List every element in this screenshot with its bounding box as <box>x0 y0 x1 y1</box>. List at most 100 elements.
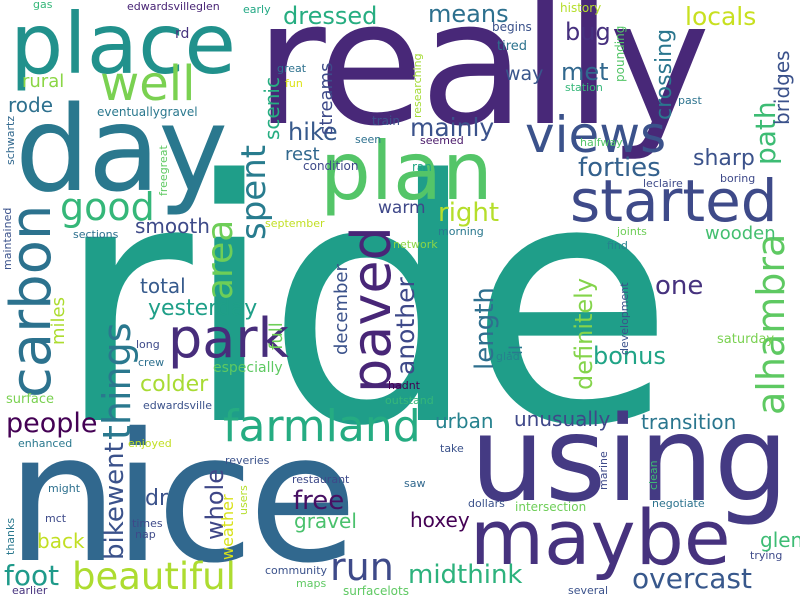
word-bikewent: bikewent <box>100 442 130 560</box>
word-especially: especially <box>213 360 283 376</box>
word-midthink: midthink <box>408 560 523 590</box>
word-negotiate: negotiate <box>652 497 705 510</box>
word-nice: nice <box>6 395 358 600</box>
word-surfacelots: surfacelots <box>343 584 409 598</box>
word-rode: rode <box>8 93 54 117</box>
word-people: people <box>6 408 98 439</box>
word-forties: forties <box>578 153 661 183</box>
word-started: started <box>570 167 778 235</box>
word-glad: glad <box>496 350 520 363</box>
word-warm: warm <box>378 198 426 218</box>
word-smooth: smooth <box>135 214 210 238</box>
word-restaurant: restaurant <box>292 473 350 486</box>
word-great: great <box>277 62 307 75</box>
word-edwardsvilleglen: edwardsvilleglen <box>127 0 220 13</box>
word-transition: transition <box>641 410 737 434</box>
word-joints: joints <box>617 225 647 238</box>
word-tired: tired <box>497 39 528 54</box>
word-way: way <box>505 63 544 85</box>
word-back: back <box>37 529 85 553</box>
word-seemed: seemed <box>420 134 464 147</box>
word-another: another <box>391 277 420 375</box>
word-edwardsville: edwardsville <box>143 399 212 412</box>
word-morning: morning <box>438 225 484 238</box>
word-colder: colder <box>140 372 209 397</box>
word-full: full <box>266 322 287 350</box>
word-urban: urban <box>435 409 494 433</box>
word-development: development <box>618 282 631 355</box>
word-eventuallygravel: eventuallygravel <box>97 105 198 119</box>
word-hadnt: hadnt <box>388 379 420 392</box>
word-surface: surface <box>6 392 55 407</box>
word-ride: ride <box>55 110 675 500</box>
word-halfway: halfway <box>580 136 623 149</box>
word-users: users <box>237 485 250 515</box>
word-mainly: mainly <box>410 113 495 142</box>
word-bonus: bonus <box>593 342 666 370</box>
word-locals: locals <box>685 2 757 31</box>
word-begins: begins <box>492 20 532 34</box>
word-marine: marine <box>597 451 610 490</box>
word-intersection: intersection <box>515 500 587 514</box>
word-dr: dr <box>145 486 169 511</box>
word-researching: researching <box>411 53 424 118</box>
word-beautiful: beautiful <box>72 555 236 598</box>
word-using: using <box>470 390 789 528</box>
word-enhanced: enhanced <box>18 437 73 450</box>
word-earlier: earlier <box>12 584 48 597</box>
word-maintained: maintained <box>1 207 14 270</box>
word-clean: clean <box>647 460 660 490</box>
word-might: might <box>48 482 81 495</box>
word-day: day <box>15 80 228 218</box>
word-maps: maps <box>296 577 327 590</box>
word-one: one <box>655 271 704 301</box>
word-total: total <box>140 274 186 298</box>
word-history: history <box>560 1 602 15</box>
word-sharp: sharp <box>693 146 755 171</box>
word-place: place <box>10 0 236 93</box>
word-hike: hike <box>288 118 338 146</box>
word-trying: trying <box>750 549 783 562</box>
word-gravel: gravel <box>294 509 357 533</box>
word-crew: crew <box>138 356 165 369</box>
word-long: long <box>136 338 160 351</box>
word-yesterday: yesterday <box>148 296 258 321</box>
word-rural: rural <box>22 71 65 92</box>
word-dollars: dollars <box>468 497 505 510</box>
word-september: september <box>265 217 325 230</box>
word-really: really <box>255 0 711 164</box>
word-things: things <box>95 322 139 440</box>
word-nap: nap <box>135 528 156 541</box>
word-train: train <box>372 114 400 128</box>
word-scenic: scenic <box>260 77 284 140</box>
word-met: met <box>561 58 609 86</box>
word-several: several <box>568 584 609 597</box>
word-foot: foot <box>4 559 60 592</box>
word-fun: fun <box>285 77 303 90</box>
word-outstand: outstand <box>385 394 434 407</box>
word-free: free <box>293 486 345 516</box>
word-ran: ran <box>412 160 432 174</box>
word-seen: seen <box>355 133 382 146</box>
word-streams: streams <box>316 62 337 135</box>
word-boring: boring <box>720 172 756 185</box>
word-find: find <box>607 239 628 252</box>
word-hoxey: hoxey <box>410 508 470 532</box>
word-bug: bug <box>565 18 611 46</box>
word-december: december <box>331 264 352 355</box>
word-sections: sections <box>73 228 119 241</box>
word-network: network <box>393 238 438 251</box>
word-views: views <box>525 106 667 164</box>
word-saw: saw <box>404 477 426 490</box>
word-saturday: saturday <box>717 332 775 347</box>
word-right: right <box>438 198 500 228</box>
word-condition: condition <box>303 159 359 173</box>
word-park: park <box>168 307 289 370</box>
word-community: community <box>265 564 328 577</box>
word-past: past <box>678 94 702 107</box>
word-freegreat: freegreat <box>157 145 170 196</box>
word-gas: gas <box>33 0 53 11</box>
word-overcast: overcast <box>632 562 752 595</box>
word-pounding: pounding <box>613 25 627 82</box>
